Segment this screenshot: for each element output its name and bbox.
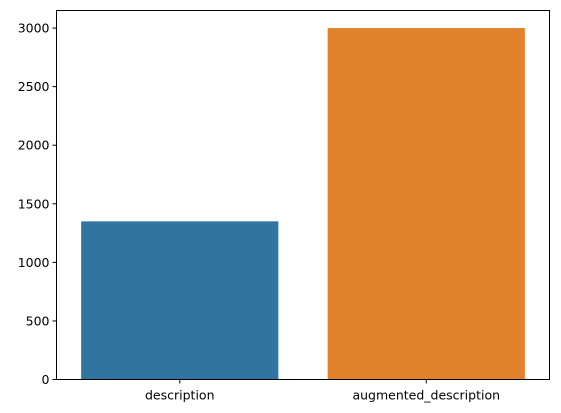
y-tick-label: 0 <box>42 372 50 387</box>
bars <box>81 28 525 380</box>
bar-description <box>81 221 279 380</box>
x-tick-label: augmented_description <box>352 388 500 403</box>
y-tick-label: 2500 <box>18 79 50 94</box>
x-axis-ticks: description augmented_description <box>145 379 500 403</box>
bar-augmented-description <box>327 28 525 380</box>
x-tick-label: description <box>145 388 215 403</box>
plot-frame <box>56 10 550 380</box>
y-tick-label: 3000 <box>18 21 50 36</box>
y-tick-label: 1500 <box>18 196 50 211</box>
y-tick-label: 1000 <box>18 255 50 270</box>
y-tick-label: 2000 <box>18 138 50 153</box>
y-axis-ticks: 0 500 1000 1500 2000 2500 3000 <box>18 21 57 387</box>
y-tick-label: 500 <box>26 313 50 328</box>
